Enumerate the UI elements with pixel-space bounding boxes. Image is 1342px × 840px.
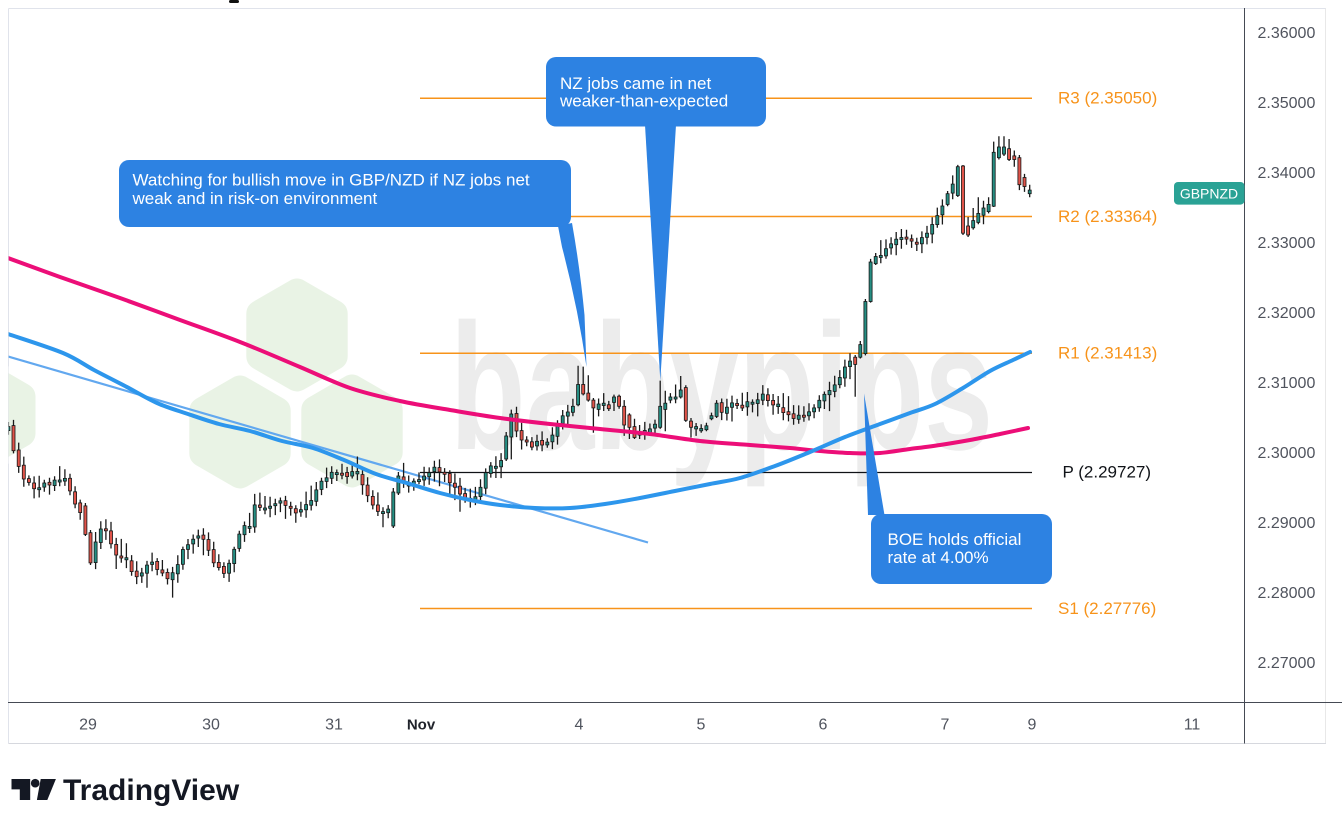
svg-text:R1 (2.31413): R1 (2.31413) — [1058, 344, 1157, 363]
svg-text:P (2.29727): P (2.29727) — [1063, 463, 1152, 482]
svg-text:2.28000: 2.28000 — [1258, 585, 1316, 602]
svg-text:S1 (2.27776): S1 (2.27776) — [1058, 599, 1156, 618]
svg-text:9: 9 — [1028, 717, 1037, 734]
svg-text:Watching for bullish move in G: Watching for bullish move in GBP/NZD if … — [133, 171, 530, 190]
svg-text:2.27000: 2.27000 — [1258, 655, 1316, 672]
svg-text:2.30000: 2.30000 — [1258, 445, 1316, 462]
svg-text:2.32000: 2.32000 — [1258, 305, 1316, 322]
svg-text:R2 (2.33364): R2 (2.33364) — [1058, 207, 1157, 226]
svg-text:rate at 4.00%: rate at 4.00% — [888, 548, 989, 567]
svg-text:2.33000: 2.33000 — [1258, 235, 1316, 252]
svg-text:babypips: babypips — [450, 287, 993, 488]
svg-text:2.31000: 2.31000 — [1258, 375, 1316, 392]
svg-text:TradingView: TradingView — [63, 774, 240, 807]
svg-text:29: 29 — [79, 717, 97, 734]
svg-text:weak and in risk-on environmen: weak and in risk-on environment — [132, 189, 378, 208]
svg-text:2.34000: 2.34000 — [1258, 165, 1316, 182]
svg-text:Nov: Nov — [407, 717, 436, 734]
svg-text:11: 11 — [1184, 717, 1201, 734]
svg-text:BOE holds official: BOE holds official — [888, 530, 1022, 549]
svg-text:2.36000: 2.36000 — [1258, 25, 1316, 42]
svg-text:weaker-than-expected: weaker-than-expected — [559, 92, 728, 111]
svg-text:6: 6 — [819, 717, 828, 734]
svg-text:30: 30 — [202, 717, 220, 734]
svg-text:2.29000: 2.29000 — [1258, 515, 1316, 532]
svg-text:NZ jobs came in net: NZ jobs came in net — [560, 74, 711, 93]
svg-text:R3 (2.35050): R3 (2.35050) — [1058, 89, 1157, 108]
svg-text:4: 4 — [575, 717, 584, 734]
svg-text:2.35000: 2.35000 — [1258, 95, 1316, 112]
svg-text:GBPNZD: GBPNZD — [1180, 186, 1238, 202]
svg-text:31: 31 — [325, 717, 343, 734]
svg-text:7: 7 — [941, 717, 950, 734]
svg-text:5: 5 — [697, 717, 706, 734]
